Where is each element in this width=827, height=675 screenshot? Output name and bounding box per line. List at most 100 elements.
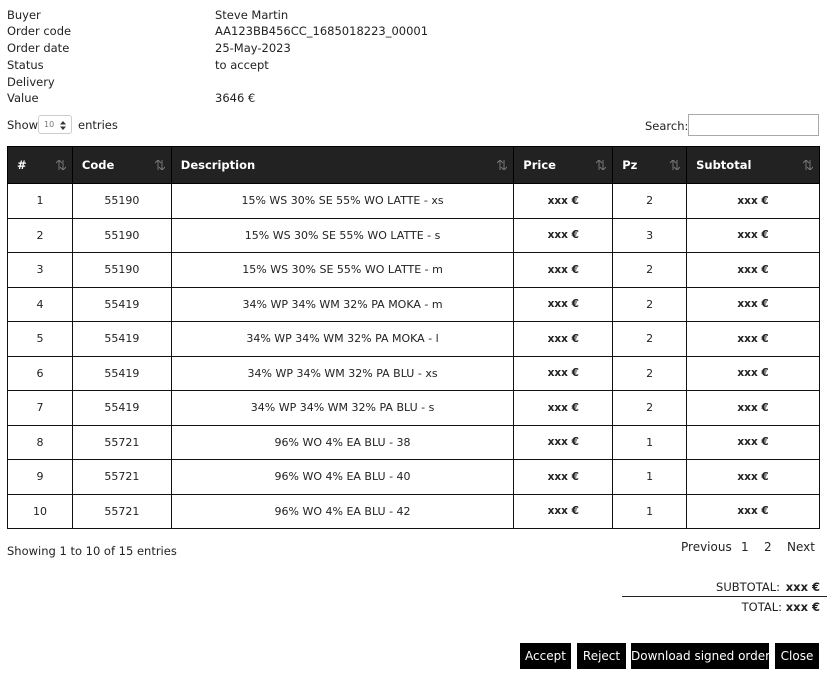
table-cell: 2 [612, 286, 688, 322]
table-cell: 55419 [71, 321, 172, 357]
column-header[interactable]: # [7, 146, 73, 184]
table-cell: xxx € [686, 390, 820, 426]
table-cell: 55190 [71, 217, 172, 253]
info-label: Order code [7, 24, 72, 38]
table-cell: 7 [7, 390, 73, 426]
action-button[interactable]: Accept [520, 643, 571, 669]
info-label: Order date [7, 41, 70, 55]
column-header[interactable]: Subtotal [686, 146, 820, 184]
table-cell: 55721 [71, 459, 172, 495]
table-cell: 15% WS 30% SE 55% WO LATTE - m [170, 252, 515, 288]
length-value: 10 [44, 120, 55, 129]
table-cell: xxx € [513, 424, 614, 460]
table-row: 5 55419 34% WP 34% WM 32% PA MOKA - l xxx €… [7, 321, 820, 357]
info-value: 3646 € [215, 91, 256, 105]
page-link[interactable]: Previous [681, 540, 732, 554]
table-row: 3 55190 15% WS 30% SE 55% WO LATTE - m xxx … [7, 252, 820, 288]
table-cell: 3 [612, 217, 688, 253]
column-header[interactable]: Description [170, 146, 515, 184]
table-row: 10 55721 96% WO 4% EA BLU - 42 xxx €1 xxx € [7, 493, 820, 529]
table-cell: 34% WP 34% WM 32% PA MOKA - m [170, 286, 515, 322]
total-label: TOTAL: [741, 600, 782, 614]
column-header[interactable]: Price [513, 146, 614, 184]
header-text: Pz [622, 158, 638, 172]
sort-icon [55, 160, 66, 170]
sort-icon [803, 160, 813, 170]
action-button[interactable]: Download signed order [631, 643, 770, 669]
header-text: Subtotal [696, 158, 752, 172]
table-cell: xxx € [686, 286, 820, 322]
table-cell: xxx € [513, 493, 614, 529]
table-cell: xxx € [686, 493, 820, 529]
table-cell: 6 [7, 355, 73, 391]
sort-icon [596, 160, 607, 170]
table-cell: xxx € [513, 355, 614, 391]
page-link[interactable]: Next [787, 540, 815, 554]
table-cell: 4 [7, 286, 73, 322]
table-cell: xxx € [686, 321, 820, 357]
table-cell: 34% WP 34% WM 32% PA MOKA - l [170, 321, 515, 357]
header-text: Price [523, 158, 556, 172]
sort-icon [497, 160, 508, 170]
search-label: Search: [645, 119, 689, 133]
page-link[interactable]: 1 [741, 540, 749, 554]
table-cell: 2 [612, 252, 688, 288]
table-cell: xxx € [686, 252, 820, 288]
action-button[interactable]: Close [775, 643, 819, 669]
sort-icon [154, 160, 165, 170]
table-row: 2 55190 15% WS 30% SE 55% WO LATTE - s xxx … [7, 217, 820, 253]
table-cell: 55419 [71, 355, 172, 391]
search-input[interactable] [688, 114, 819, 136]
column-header[interactable]: Code [71, 146, 172, 184]
total-value: xxx € [785, 600, 820, 614]
table-cell: 34% WP 34% WM 32% PA BLU - xs [170, 355, 515, 391]
table-cell: 1 [612, 493, 688, 529]
table-cell: 55190 [71, 252, 172, 288]
table-cell: 2 [612, 355, 688, 391]
table-cell: 1 [612, 459, 688, 495]
table-cell: 3 [7, 252, 73, 288]
table-body: 1 55190 15% WS 30% SE 55% WO LATTE - xs xxx… [7, 183, 820, 529]
page-link[interactable]: 2 [764, 540, 772, 554]
table-cell: 2 [612, 183, 688, 219]
column-header[interactable]: Pz [612, 146, 688, 184]
table-cell: 96% WO 4% EA BLU - 38 [170, 424, 515, 460]
info-label: Value [7, 91, 39, 105]
table-cell: 96% WO 4% EA BLU - 40 [170, 459, 515, 495]
table-info: Showing 1 to 10 of 15 entries [7, 544, 177, 558]
length-select[interactable]: 10 [38, 115, 72, 134]
table-row: 1 55190 15% WS 30% SE 55% WO LATTE - xs xxx… [7, 183, 820, 219]
table-cell: xxx € [513, 252, 614, 288]
table-cell: 1 [7, 183, 73, 219]
info-label: Delivery [7, 75, 55, 89]
table-cell: xxx € [513, 183, 614, 219]
header-text: Description [180, 158, 256, 172]
table-cell: xxx € [513, 217, 614, 253]
select-arrows [60, 121, 66, 130]
orders-table: # Code Description Price Pz Subtotal 1 55190 15%… [7, 146, 820, 529]
table-row: 4 55419 34% WP 34% WM 32% PA MOKA - m xxx €… [7, 286, 820, 322]
header-row: # Code Description Price Pz Subtotal [7, 146, 820, 184]
table-cell: xxx € [513, 390, 614, 426]
table-row: 8 55721 96% WO 4% EA BLU - 38 xxx €1 xxx € [7, 424, 820, 460]
info-value: Steve Martin [215, 8, 289, 22]
table-cell: 55721 [71, 424, 172, 460]
info-value: AA123BB456CC_1685018223_00001 [215, 24, 429, 38]
table-cell: 9 [7, 459, 73, 495]
table-row: 9 55721 96% WO 4% EA BLU - 40 xxx €1 xxx € [7, 459, 820, 495]
table-cell: xxx € [686, 183, 820, 219]
table-cell: 5 [7, 321, 73, 357]
table-cell: xxx € [686, 217, 820, 253]
table-cell: 55721 [71, 493, 172, 529]
action-button[interactable]: Reject [577, 643, 626, 669]
table-cell: 1 [612, 424, 688, 460]
table-cell: 96% WO 4% EA BLU - 42 [170, 493, 515, 529]
table-cell: xxx € [686, 459, 820, 495]
info-label: Status [7, 58, 44, 72]
table-cell: 10 [7, 493, 73, 529]
show-label: Show [7, 118, 39, 132]
table-cell: 55190 [71, 183, 172, 219]
info-value: 25-May-2023 [215, 41, 291, 55]
table-cell: 55419 [71, 286, 172, 322]
